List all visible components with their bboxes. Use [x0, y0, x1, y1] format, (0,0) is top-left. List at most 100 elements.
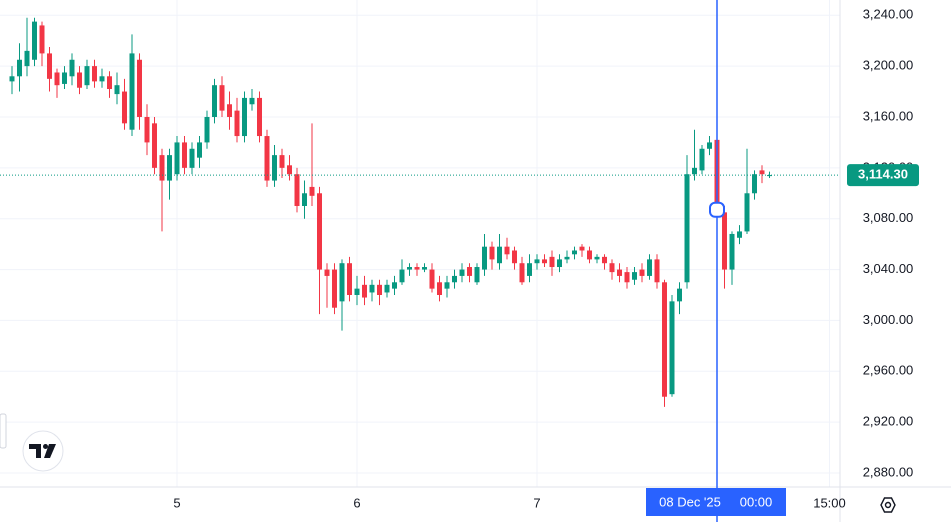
candle-body [257, 97, 262, 137]
candle-body [399, 269, 405, 283]
y-tick-label: 3,000.00 [863, 312, 914, 327]
candle-body [437, 282, 442, 295]
candle-body [677, 288, 682, 302]
candle-body [422, 267, 427, 270]
crosshair-date-label: 08 Dec '25 [659, 494, 721, 509]
candle-body [332, 269, 337, 308]
candle-body [737, 231, 742, 238]
y-tick-label: 2,880.00 [863, 464, 914, 479]
candle-body [722, 212, 727, 270]
candle-body [654, 259, 660, 283]
candle-body [482, 246, 487, 270]
candle-body [107, 76, 112, 90]
candle-body [339, 263, 345, 302]
logo[interactable] [22, 430, 64, 472]
candle-body [474, 267, 480, 283]
candle-body [204, 116, 210, 143]
crosshair-point [709, 201, 725, 218]
candle-body [527, 263, 532, 276]
last-price-label: 3,114.30 [858, 167, 908, 182]
candle-body [587, 250, 592, 260]
candle-body [84, 66, 90, 86]
candle-body [519, 263, 525, 283]
candle-body [39, 25, 45, 54]
x-tick-label: 15:00 [813, 495, 846, 510]
candle-body [144, 116, 150, 143]
candle-body [32, 21, 37, 60]
candle-body [707, 142, 712, 149]
candle-body [744, 193, 750, 232]
candle-body [99, 76, 105, 82]
crosshair-time-label: 00:00 [740, 494, 773, 509]
candle-body [114, 85, 120, 95]
candle-body [362, 284, 367, 298]
candle-body [9, 76, 15, 82]
candle-body [564, 256, 570, 260]
candle-body [632, 272, 637, 280]
y-tick-label: 3,240.00 [863, 7, 914, 22]
candle-body [227, 104, 232, 117]
candle-body [324, 269, 330, 276]
candle-body [279, 155, 285, 168]
candle-body [167, 155, 172, 181]
y-tick-label: 2,920.00 [863, 414, 914, 429]
y-tick-label: 3,080.00 [863, 210, 914, 225]
candle-body [294, 174, 300, 206]
candle-body [542, 259, 547, 264]
candle-body [264, 136, 270, 181]
candle-body [602, 256, 607, 264]
side-tab[interactable] [0, 413, 7, 449]
x-tick-label: 6 [353, 495, 360, 510]
candle-body [759, 170, 765, 175]
candle-body [354, 288, 360, 295]
grid [0, 0, 840, 487]
candle-body [429, 269, 435, 289]
candle-body [512, 250, 517, 264]
candle-body [24, 50, 30, 67]
candle-body [152, 123, 157, 168]
candle-body [47, 53, 52, 79]
y-tick-label: 3,040.00 [863, 261, 914, 276]
candle-body [189, 148, 195, 168]
candle-body [369, 284, 375, 293]
last-price-label-bg [847, 164, 919, 187]
candle-body [137, 59, 142, 117]
candle-body [609, 263, 615, 273]
candle-body [242, 97, 247, 137]
candle-body [624, 272, 630, 283]
candle-body [534, 259, 540, 264]
y-tick-label: 2,960.00 [863, 363, 914, 378]
candle-body [557, 259, 562, 268]
candle-body [579, 246, 585, 251]
candle-body [572, 250, 577, 255]
y-tick-label: 3,200.00 [863, 58, 914, 73]
candle-body [414, 267, 420, 270]
candle-body [302, 193, 307, 206]
x-tick-label: 7 [533, 495, 540, 510]
candle-body [594, 256, 600, 260]
candle-body [684, 174, 690, 283]
candle-body [182, 142, 187, 168]
candle-body [122, 91, 127, 124]
candle-body [309, 186, 315, 196]
candle-body [392, 282, 397, 289]
candle-body [767, 175, 772, 177]
candle-body [212, 85, 217, 117]
candle-body [54, 72, 60, 86]
candle-body [77, 72, 82, 88]
candle-body [504, 246, 510, 255]
candle-body [662, 282, 667, 397]
candle-body [92, 66, 97, 82]
candle-body [729, 233, 735, 270]
candle-body [159, 155, 165, 181]
x-tick-label: 5 [173, 495, 180, 510]
candle-body [69, 59, 75, 77]
candle-body [669, 301, 675, 395]
settings-icon[interactable] [880, 497, 896, 513]
candle-body [17, 59, 22, 77]
candle-body [752, 174, 757, 194]
candle-body [347, 263, 352, 295]
crosshair-time-bg [646, 488, 786, 516]
candle-body [549, 256, 555, 268]
